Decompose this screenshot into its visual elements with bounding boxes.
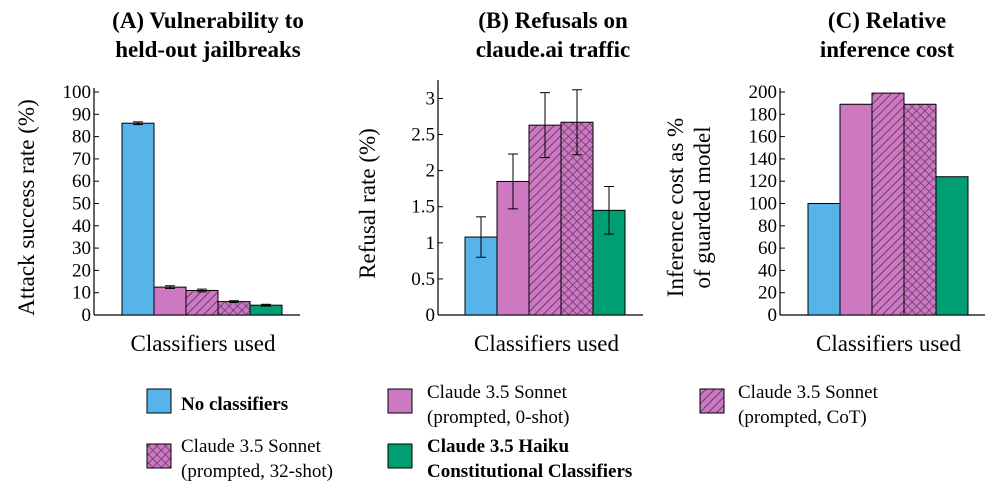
y-tick-label: 100 — [749, 194, 778, 215]
y-tick-label: 0 — [768, 305, 778, 326]
bar-shot32 — [217, 301, 251, 316]
legend-item-zero: Claude 3.5 Sonnet (prompted, 0-shot) — [387, 382, 569, 428]
legend-label: (prompted, 0-shot) — [427, 407, 569, 428]
y-tick-label: 10 — [72, 283, 91, 304]
bar-cot — [185, 289, 219, 316]
legend-label: Claude 3.5 Haiku — [427, 436, 569, 457]
legend-swatch — [387, 443, 413, 469]
bar-none — [121, 122, 155, 316]
legend-swatch — [146, 443, 172, 469]
y-tick-label: 80 — [72, 127, 91, 148]
chart-title-line: inference cost — [820, 37, 955, 62]
bar-none — [807, 203, 841, 316]
legend-label: Constitutional Classifiers — [427, 461, 632, 482]
y-axis-label: Attack success rate (%) — [14, 99, 39, 315]
y-tick-label: 140 — [749, 149, 778, 170]
y-tick-label: 1.5 — [411, 197, 435, 218]
legend-label: No classifiers — [181, 394, 288, 415]
legend-swatch — [387, 388, 413, 414]
legend-swatch — [699, 388, 725, 414]
y-axis-label: of guarded model — [690, 126, 715, 288]
legend-item-shot32: Claude 3.5 Sonnet (prompted, 32-shot) — [146, 436, 333, 482]
bar-zero — [153, 286, 187, 316]
x-axis-label: Classifiers used — [816, 331, 962, 356]
y-tick-label: 20 — [758, 283, 777, 304]
y-tick-label: 200 — [749, 82, 778, 103]
legend-label: (prompted, CoT) — [738, 407, 867, 428]
y-tick-label: 180 — [749, 104, 778, 125]
y-tick-label: 3 — [426, 88, 436, 109]
legend: No classifiers Claude 3.5 Sonnet (prompted… — [146, 382, 879, 482]
legend-item-none: No classifiers — [146, 388, 288, 415]
chart-panel-1: (A) Vulnerability to held-out jailbreaks 0… — [14, 8, 304, 356]
y-tick-label: 70 — [72, 149, 91, 170]
y-tick-label: 0 — [82, 305, 92, 326]
legend-item-cot: Claude 3.5 Sonnet (prompted, CoT) — [699, 382, 879, 428]
y-tick-label: 90 — [72, 104, 91, 125]
y-tick-label: 1 — [426, 233, 436, 254]
legend-label: Claude 3.5 Sonnet — [181, 436, 322, 457]
y-tick-label: 0.5 — [411, 269, 435, 290]
chart-panel-2: (B) Refusals on claude.ai traffic 0 0.5 1 1.5… — [355, 8, 643, 356]
legend-swatch — [146, 388, 172, 414]
y-tick-label: 60 — [72, 171, 91, 192]
chart-title-line: (C) Relative — [828, 8, 946, 33]
chart-title-line: claude.ai traffic — [476, 37, 631, 62]
bar-haiku — [935, 176, 969, 316]
y-tick-label: 160 — [749, 127, 778, 148]
bar-cot — [871, 92, 905, 316]
y-tick-label: 40 — [72, 216, 91, 237]
y-tick-label: 40 — [758, 260, 777, 281]
y-axis-label: Refusal rate (%) — [355, 128, 380, 279]
y-tick-label: 120 — [749, 171, 778, 192]
y-tick-label: 60 — [758, 238, 777, 259]
y-tick-label: 20 — [72, 260, 91, 281]
y-tick-label: 2 — [426, 161, 436, 182]
y-tick-label: 0 — [426, 305, 436, 326]
legend-label: Claude 3.5 Sonnet — [738, 382, 879, 403]
legend-label: Claude 3.5 Sonnet — [427, 382, 568, 403]
legend-item-haiku: Claude 3.5 Haiku Constitutional Classifie… — [387, 436, 632, 482]
x-axis-label: Classifiers used — [130, 331, 276, 356]
y-axis-label: Inference cost as % — [663, 118, 688, 297]
x-axis-label: Classifiers used — [474, 331, 620, 356]
y-tick-label: 30 — [72, 238, 91, 259]
bar-zero — [839, 103, 873, 316]
chart-panel-3: (C) Relative inference cost 02040608010012… — [663, 8, 985, 356]
chart-title-line: (B) Refusals on — [478, 8, 628, 33]
legend-label: (prompted, 32-shot) — [181, 461, 333, 482]
chart-title-line: held-out jailbreaks — [115, 37, 301, 62]
chart-title-line: (A) Vulnerability to — [112, 8, 304, 33]
bar-haiku — [249, 304, 283, 316]
bar-shot32 — [903, 103, 937, 316]
y-tick-label: 100 — [63, 82, 92, 103]
y-tick-label: 80 — [758, 216, 777, 237]
y-tick-label: 50 — [72, 194, 91, 215]
y-tick-label: 2.5 — [411, 125, 435, 146]
